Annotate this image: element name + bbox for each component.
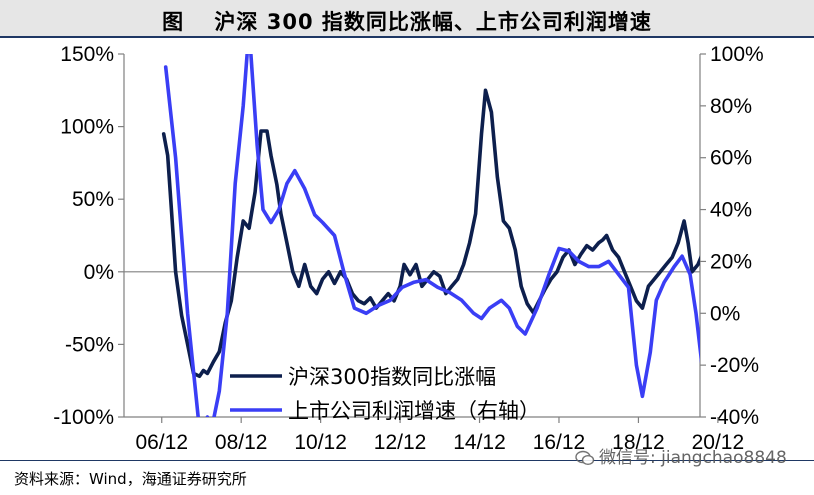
y-right-tick-label: 60% <box>710 147 752 170</box>
x-tick-label: 10/12 <box>294 431 347 454</box>
y-left-tick-label: -100% <box>53 406 114 429</box>
y-left-tick-label: -50% <box>65 333 114 356</box>
x-tick-label: 12/12 <box>374 431 427 454</box>
source-divider <box>0 460 814 495</box>
x-tick-label: 08/12 <box>215 431 268 454</box>
y-left-tick-label: 150% <box>60 43 114 66</box>
wechat-icon <box>575 450 595 466</box>
y-right-tick-label: 20% <box>710 250 752 273</box>
x-tick-label: 14/12 <box>453 431 506 454</box>
source-note: 资料来源：Wind，海通证券研究所 <box>14 470 247 488</box>
series-line-2 <box>163 54 700 417</box>
x-tick-label: 20/12 <box>692 431 745 454</box>
y-right-tick-label: 100% <box>710 43 764 66</box>
y-right-tick-label: 80% <box>710 95 752 118</box>
legend-label-2: 上市公司利润增速（右轴） <box>288 399 540 423</box>
y-right-tick-label: 40% <box>710 199 752 222</box>
watermark: 微信号: jiangchao8848 <box>575 443 787 468</box>
series-line-1 <box>161 88 700 379</box>
x-tick-label: 16/12 <box>533 431 586 454</box>
chart: 150% 100% 50% 0% -50% -100% 100% 80% 60% 40% 20% 0%… <box>53 43 764 454</box>
y-right-tick-label: 0% <box>710 302 740 325</box>
y-right-tick-label: -40% <box>710 406 759 429</box>
x-tick-label: 06/12 <box>135 431 188 454</box>
y-left-tick-label: 100% <box>60 116 114 139</box>
watermark-text: 微信号: jiangchao8848 <box>599 448 787 468</box>
title-bar <box>0 0 814 38</box>
y-right-tick-label: -20% <box>710 354 759 377</box>
chart-title: 图 沪深 300 指数同比涨幅、上市公司利润增速 <box>162 10 652 34</box>
legend-label-1: 沪深300指数同比涨幅 <box>288 365 496 389</box>
x-tick-label: 18/12 <box>612 431 665 454</box>
y-left-tick-label: 50% <box>72 188 114 211</box>
y-left-tick-label: 0% <box>84 261 114 284</box>
